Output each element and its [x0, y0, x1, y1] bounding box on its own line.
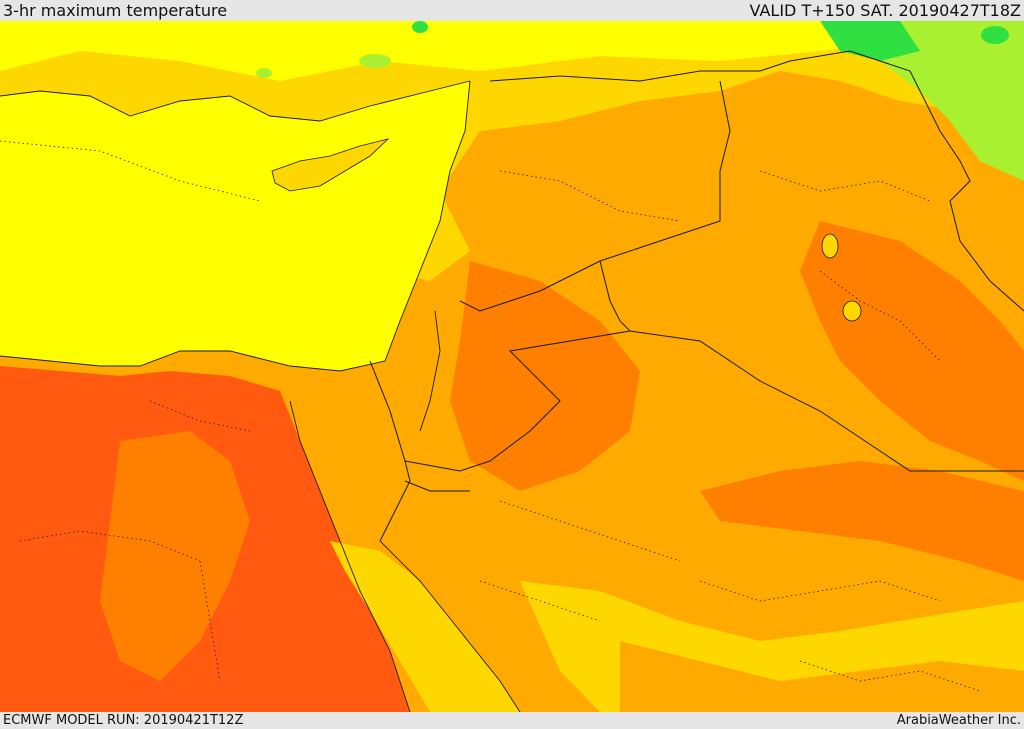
temperature-map[interactable]	[0, 21, 1024, 712]
country-borders	[369, 50, 1024, 542]
coastlines	[0, 80, 521, 712]
arabia-warm-zone	[620, 641, 1024, 712]
northern-yellow-zone	[0, 21, 1024, 81]
footer-bar: ECMWF MODEL RUN: 20190421T12Z ArabiaWeat…	[0, 712, 1024, 729]
syria-iraq-hot-zone	[800, 221, 1024, 481]
cool-spot-turkey	[359, 54, 391, 68]
header-bar: 3-hr maximum temperature VALID T+150 SAT…	[0, 0, 1024, 21]
arabia-hot-band	[700, 461, 1024, 581]
province-borders	[0, 140, 981, 692]
cold-spot-ne	[981, 26, 1009, 44]
cool-spot-west	[256, 68, 272, 78]
map-canvas	[0, 21, 1024, 712]
sinai-zone	[290, 391, 410, 541]
red-sea-coast-zone	[330, 541, 520, 712]
cyprus-island	[271, 138, 390, 192]
egypt-hot-interior	[100, 431, 250, 681]
lake-razzaza	[842, 300, 862, 322]
eastern-cool-zone	[860, 21, 1024, 181]
provider-label: ArabiaWeather Inc.	[896, 713, 1021, 728]
cold-spot-n	[412, 21, 428, 33]
eastern-cold-zone	[820, 21, 920, 61]
lake-tharthar	[821, 233, 839, 259]
central-hot-zone	[450, 261, 640, 491]
valid-time-label: VALID T+150 SAT. 20190427T18Z	[749, 1, 1021, 20]
map-title: 3-hr maximum temperature	[3, 1, 228, 20]
model-run-label: ECMWF MODEL RUN: 20190421T12Z	[3, 713, 244, 728]
